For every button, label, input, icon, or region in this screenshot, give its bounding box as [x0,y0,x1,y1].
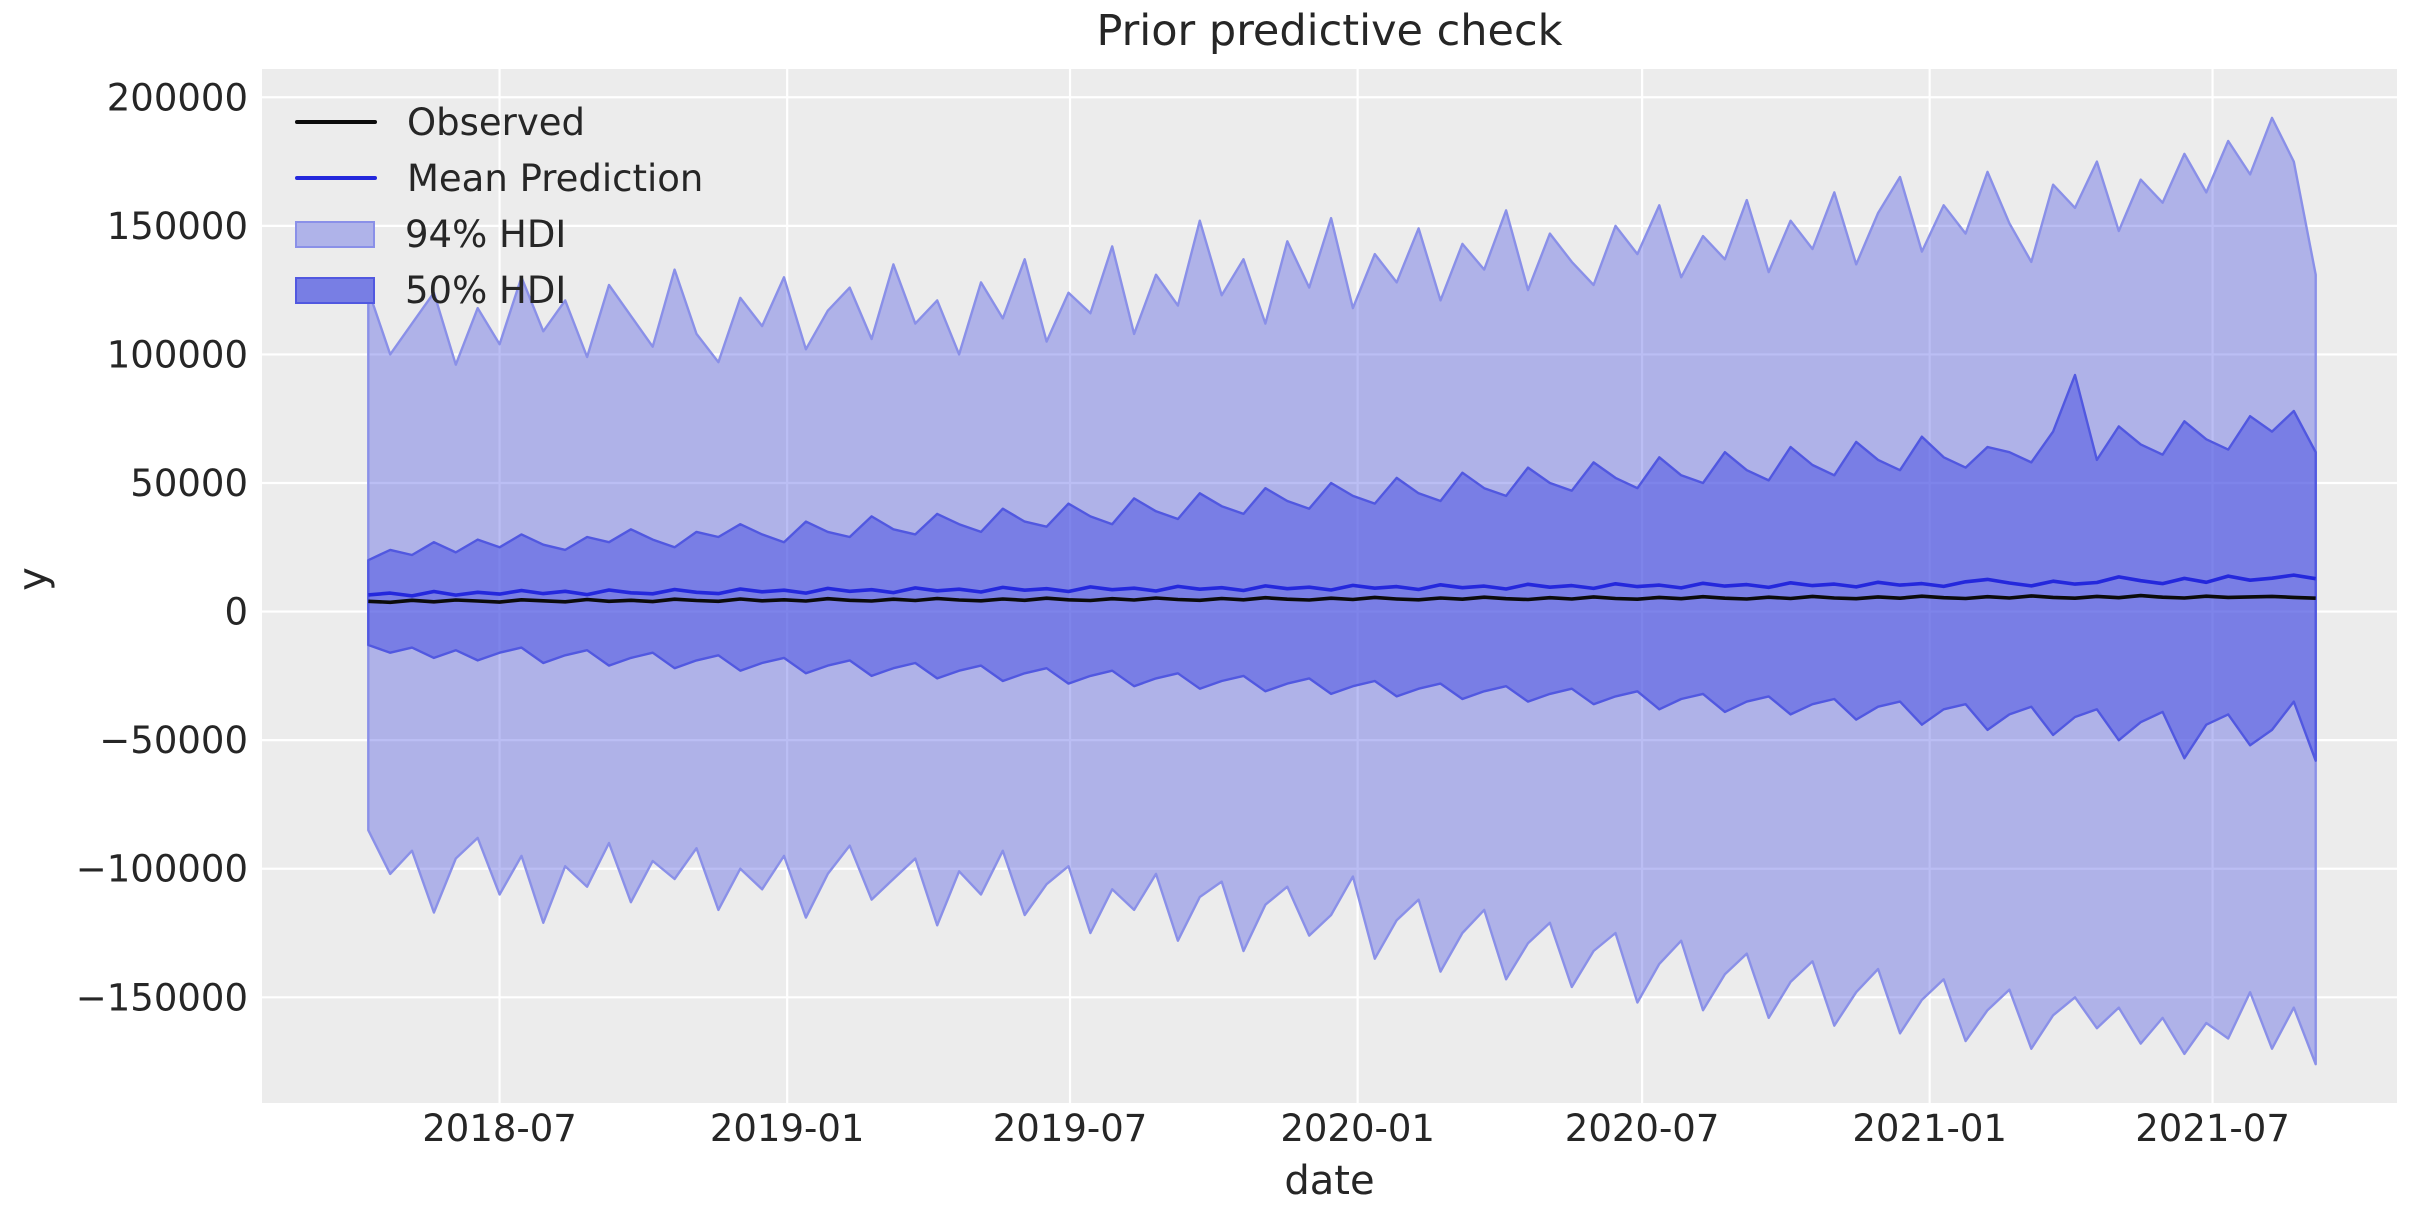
legend-label: 50% HDI [405,268,567,312]
y-tick-label: 50000 [130,462,248,505]
y-tick-labels: 200000 150000 100000 50000 0 −50000 −100000 −15… [76,76,248,1019]
chart-title: Prior predictive check [1096,6,1563,56]
x-tick-label: 2020-07 [1565,1107,1720,1150]
y-axis-label: y [10,567,56,591]
legend-label: Observed [407,100,586,144]
observed-line [368,593,2316,605]
y-tick-label: 0 [224,591,248,634]
observed-line-swatch [295,120,377,124]
legend: Observed Mean Prediction 94% HDI 50% HDI [295,94,703,318]
legend-item-50-hdi: 50% HDI [295,262,703,318]
legend-label: Mean Prediction [407,156,704,200]
x-tick-labels: 2018-07 2019-01 2019-07 2020-01 2020-07 2021-… [422,1107,2290,1150]
y-tick-label: 100000 [107,333,248,376]
hdi-50-patch-swatch [295,276,375,304]
x-tick-label: 2018-07 [422,1107,577,1150]
x-tick-label: 2021-07 [2135,1107,2290,1150]
x-axis-label: date [1284,1158,1375,1204]
legend-item-observed: Observed [295,94,703,150]
y-tick-label: −150000 [76,976,248,1019]
mean-prediction-line-swatch [295,176,377,180]
legend-item-94-hdi: 94% HDI [295,206,703,262]
y-tick-label: −50000 [99,719,248,762]
mean-prediction-line [368,573,2316,598]
hdi-94-patch-swatch [295,220,375,248]
x-tick-label: 2020-01 [1280,1107,1435,1150]
y-tick-label: −100000 [76,848,248,891]
y-tick-label: 200000 [107,76,248,119]
y-tick-label: 150000 [107,205,248,248]
x-tick-label: 2019-07 [993,1107,1148,1150]
legend-label: 94% HDI [405,212,567,256]
x-tick-label: 2019-01 [710,1107,865,1150]
x-tick-label: 2021-01 [1852,1107,2007,1150]
legend-item-mean-prediction: Mean Prediction [295,150,703,206]
hdi-50-band [367,373,2317,762]
